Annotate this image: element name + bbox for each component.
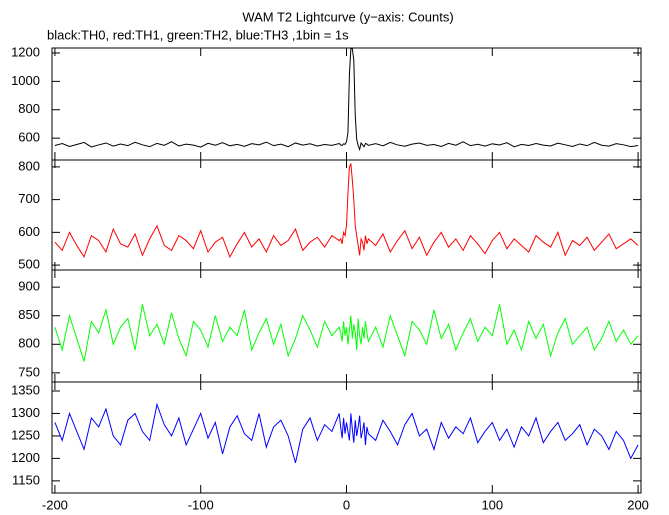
y-tick-label: 1000 (11, 73, 40, 88)
y-tick-label: 800 (18, 158, 40, 173)
chart-subtitle: black:TH0, red:TH1, green:TH2, blue:TH3 … (47, 27, 349, 42)
y-tick-label: 1350 (11, 382, 40, 397)
panel-frame (51, 269, 642, 383)
y-tick-label: 1200 (11, 450, 40, 465)
series-line (54, 48, 639, 152)
y-tick-label: 700 (18, 191, 40, 206)
panel-frame (51, 381, 642, 494)
y-tick-label: 800 (18, 101, 40, 116)
chart-title: WAM T2 Lightcurve (y−axis: Counts) (242, 9, 453, 24)
y-tick-label: 750 (18, 364, 40, 379)
series-line (54, 163, 639, 259)
y-tick-label: 600 (18, 224, 40, 239)
x-tick-label: 200 (627, 497, 649, 512)
y-tick-label: 1200 (11, 44, 40, 59)
series-line (54, 304, 639, 362)
y-tick-label: 850 (18, 307, 40, 322)
x-tick-label: 0 (343, 497, 350, 512)
y-tick-label: 800 (18, 336, 40, 351)
y-tick-label: 500 (18, 257, 40, 272)
x-tick-label: -200 (42, 497, 68, 512)
y-tick-label: 1250 (11, 427, 40, 442)
y-tick-label: 900 (18, 279, 40, 294)
x-tick-label: 100 (481, 497, 503, 512)
panel-frame (51, 47, 642, 161)
x-tick-label: -100 (188, 497, 214, 512)
y-tick-label: 1150 (12, 472, 40, 487)
series-line (54, 402, 639, 464)
y-tick-label: 600 (18, 130, 40, 145)
y-tick-label: 1300 (11, 405, 40, 420)
